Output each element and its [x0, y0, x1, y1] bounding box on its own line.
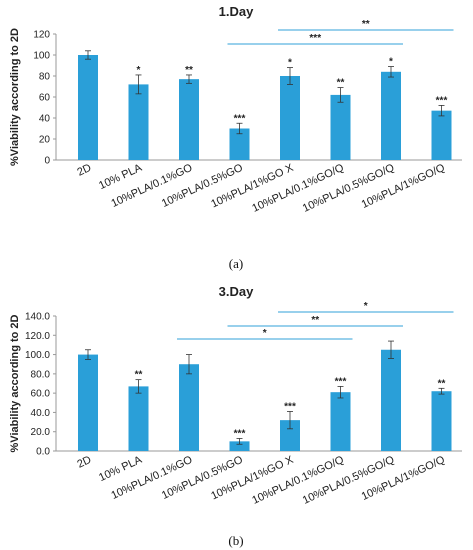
y-tick-label: 0.0 — [36, 447, 50, 458]
significance-mark: * — [288, 58, 292, 69]
bar — [78, 55, 98, 160]
chart-title: 1.Day — [219, 4, 254, 19]
y-tick-label: 20.0 — [31, 427, 51, 438]
y-tick-label: 60.0 — [31, 389, 51, 400]
bar — [280, 76, 300, 160]
y-tick-label: 0 — [44, 156, 50, 167]
bar — [280, 420, 300, 451]
significance-mark: ** — [185, 65, 193, 76]
bracket-label: ** — [311, 315, 319, 326]
bracket-label: ** — [362, 19, 370, 30]
bar — [229, 441, 250, 451]
bar — [330, 392, 351, 451]
significance-mark: ** — [337, 78, 345, 89]
bracket-label: *** — [309, 33, 321, 44]
x-tick-label: 10%PLA/0.5%GO/Q — [301, 454, 397, 507]
x-tick-label: 10%PLA/1%GO/Q — [360, 454, 447, 503]
y-tick-label: 40.0 — [31, 408, 51, 419]
y-tick-label: 80 — [39, 72, 51, 83]
y-axis-label: %Viability according to 2D — [9, 314, 21, 452]
x-tick-label: 10%PLA/1%GO/Q — [360, 162, 447, 211]
figure-caption: (a) — [229, 256, 243, 271]
y-tick-label: 20 — [39, 135, 51, 146]
bar — [381, 71, 401, 160]
significance-mark: *** — [234, 113, 246, 124]
bracket-label: * — [263, 328, 267, 339]
bar — [381, 349, 401, 451]
significance-mark: * — [389, 57, 393, 68]
y-tick-label: 40 — [39, 114, 51, 125]
x-tick-label: 10%PLA/0.5%GO/Q — [301, 162, 397, 215]
bar — [330, 94, 351, 160]
significance-mark: ** — [135, 370, 143, 381]
bar — [179, 364, 199, 451]
bracket-label: * — [364, 301, 368, 312]
bar — [78, 354, 98, 451]
bar — [128, 84, 149, 160]
figure-caption: (b) — [228, 533, 243, 548]
y-tick-label: 100.0 — [25, 350, 50, 361]
x-tick-label: 2D — [75, 162, 93, 179]
chart-title: 3.Day — [219, 284, 254, 299]
significance-mark: *** — [234, 428, 246, 439]
y-tick-label: 140.0 — [25, 312, 50, 323]
y-tick-label: 100 — [33, 51, 50, 62]
significance-mark: *** — [284, 401, 296, 412]
y-tick-label: 60 — [39, 93, 51, 104]
bar — [229, 128, 250, 160]
significance-mark: *** — [335, 376, 347, 387]
y-tick-label: 80.0 — [31, 369, 51, 380]
significance-mark: *** — [436, 95, 448, 106]
y-tick-label: 120 — [33, 30, 50, 41]
bar — [431, 391, 452, 451]
bar — [128, 386, 149, 451]
x-tick-label: 2D — [75, 454, 93, 471]
y-tick-label: 120.0 — [25, 331, 50, 342]
bar — [179, 79, 199, 160]
x-tick-label: 10%PLA/0.1%GO/Q — [250, 454, 346, 507]
bar — [431, 110, 452, 160]
x-tick-label: 10%PLA/0.1%GO/Q — [250, 162, 346, 215]
significance-mark: * — [137, 65, 141, 76]
y-axis-label: %Viability according to 2D — [9, 28, 21, 166]
significance-mark: ** — [438, 378, 446, 389]
